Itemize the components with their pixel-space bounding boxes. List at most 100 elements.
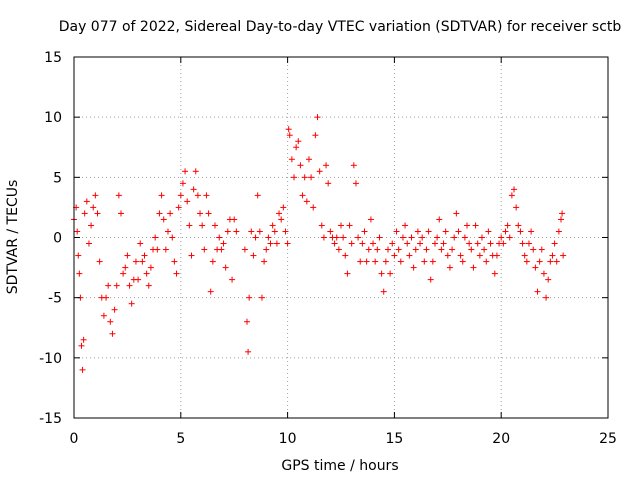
data-point — [276, 210, 283, 217]
data-point — [314, 114, 321, 121]
data-point — [382, 258, 389, 265]
data-point — [271, 228, 278, 235]
data-point — [199, 222, 206, 229]
data-point — [355, 234, 362, 241]
data-point — [350, 162, 357, 169]
data-point — [182, 168, 189, 175]
data-point — [404, 240, 411, 247]
data-point — [291, 174, 298, 181]
data-point — [241, 246, 248, 253]
data-point — [211, 222, 218, 229]
data-point — [365, 246, 372, 253]
data-point — [145, 282, 152, 289]
data-point — [254, 192, 261, 199]
data-point — [342, 252, 349, 259]
data-point — [135, 276, 142, 283]
data-point — [139, 258, 146, 265]
x-tick-label: 0 — [70, 431, 79, 447]
data-point — [323, 162, 330, 169]
data-point — [387, 270, 394, 277]
data-point — [305, 156, 312, 163]
data-point — [468, 246, 475, 253]
data-point — [333, 234, 340, 241]
data-point — [173, 270, 180, 277]
data-point — [485, 228, 492, 235]
data-point — [267, 240, 274, 247]
data-point — [446, 264, 453, 271]
data-point — [451, 234, 458, 241]
data-point — [224, 228, 231, 235]
data-point — [90, 204, 97, 211]
data-point — [295, 138, 302, 145]
data-point — [103, 294, 110, 301]
data-point — [466, 240, 473, 247]
data-point — [299, 192, 306, 199]
data-point — [389, 240, 396, 247]
data-point — [391, 252, 398, 259]
data-point — [393, 228, 400, 235]
data-point — [126, 282, 133, 289]
x-tick-label: 15 — [385, 431, 403, 447]
data-point — [122, 264, 129, 271]
data-point — [88, 222, 95, 229]
data-point — [380, 288, 387, 295]
data-point — [476, 252, 483, 259]
data-point — [431, 240, 438, 247]
data-point — [197, 210, 204, 217]
data-point — [511, 186, 518, 193]
data-point — [79, 366, 86, 373]
data-point — [177, 192, 184, 199]
data-point — [190, 186, 197, 193]
data-point — [143, 270, 150, 277]
data-point — [523, 258, 530, 265]
x-tick-label: 10 — [279, 431, 297, 447]
x-axis-label: GPS time / hours — [281, 458, 398, 474]
x-tick-label: 5 — [176, 431, 185, 447]
chart-title: Day 077 of 2022, Sidereal Day-to-day VTE… — [59, 19, 622, 35]
data-point — [444, 252, 451, 259]
data-point — [359, 240, 366, 247]
data-point — [222, 264, 229, 271]
data-point — [417, 240, 424, 247]
data-point — [543, 294, 550, 301]
data-point — [147, 264, 154, 271]
data-point — [141, 252, 148, 259]
grid — [74, 57, 608, 418]
data-point — [440, 240, 447, 247]
data-point — [472, 222, 479, 229]
data-point — [519, 240, 526, 247]
data-point — [203, 192, 210, 199]
data-point — [175, 204, 182, 211]
data-point — [338, 222, 344, 229]
data-point — [252, 234, 259, 241]
data-point — [105, 282, 112, 289]
data-point — [502, 228, 509, 235]
data-point — [201, 246, 208, 253]
data-point — [504, 222, 511, 229]
data-point — [301, 174, 308, 181]
data-point — [231, 216, 238, 223]
data-point — [94, 210, 101, 217]
data-point — [85, 240, 92, 247]
data-point — [107, 318, 114, 325]
data-point — [498, 234, 505, 241]
data-point — [278, 216, 285, 223]
data-point — [96, 258, 103, 265]
data-point — [269, 222, 276, 229]
data-point — [376, 234, 383, 241]
data-point — [109, 330, 116, 337]
y-tick-label: -10 — [39, 351, 62, 367]
data-point — [132, 258, 139, 265]
data-point — [158, 192, 165, 199]
data-point — [115, 192, 122, 199]
data-point — [357, 258, 364, 265]
data-point — [483, 258, 490, 265]
data-point — [288, 156, 295, 163]
data-point — [100, 312, 107, 319]
data-point — [421, 258, 428, 265]
data-point — [154, 246, 161, 253]
data-point — [461, 234, 468, 241]
data-point — [538, 246, 545, 253]
data-point — [244, 318, 251, 325]
